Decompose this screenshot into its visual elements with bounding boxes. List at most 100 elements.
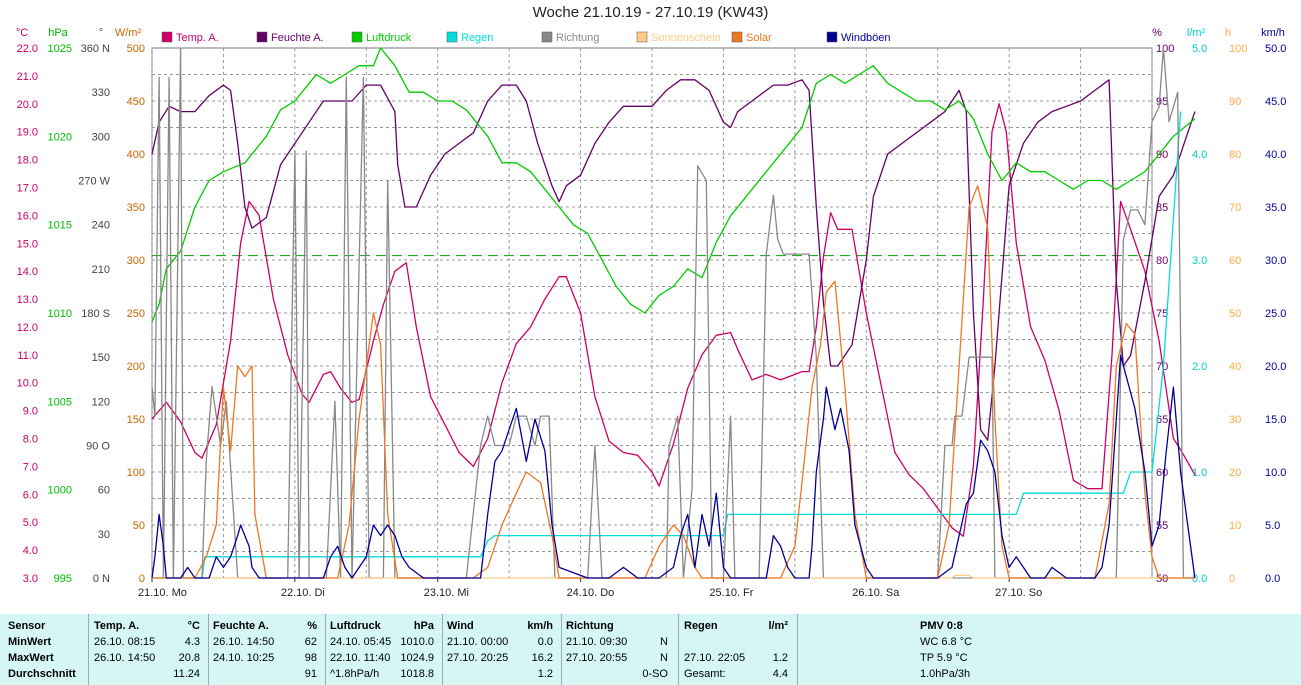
legend-label: Feuchte A.	[271, 32, 324, 44]
solar-tick-label: 50	[133, 520, 145, 532]
solar-tick-label: 100	[127, 467, 145, 479]
stats-min-label: MinWert	[8, 636, 52, 648]
pressure-tick-label: 1010	[48, 308, 72, 320]
temp-tick-label: 21.0	[17, 71, 38, 83]
legend-label: Solar	[746, 32, 772, 44]
solar-tick-label: 350	[127, 202, 145, 214]
rain-tick-label: 4.0	[1192, 149, 1207, 161]
stats-wind-max-time: 20:25	[480, 652, 509, 664]
stats-pressure-change: 1.0hPa/3h	[920, 668, 971, 680]
wind-tick-label: 45.0	[1265, 96, 1286, 108]
wind-tick-label: 10.0	[1265, 467, 1286, 479]
sunshine-tick-label: 100	[1229, 43, 1247, 55]
humidity-tick-label: 100	[1156, 43, 1174, 55]
stats-temp-min-date: 26.10.	[94, 636, 125, 648]
humidity-tick-label: 60	[1156, 467, 1168, 479]
pressure-tick-label: 1015	[48, 220, 72, 232]
sunshine-tick-label: 40	[1229, 361, 1241, 373]
solar-tick-label: 0	[139, 573, 145, 585]
legend-label: Sonnenschein	[651, 32, 721, 44]
stats-wind-max-date: 27.10.	[447, 652, 478, 664]
pressure-axis-unit: hPa	[48, 27, 68, 39]
temp-tick-label: 14.0	[17, 266, 38, 278]
stats-pressure-max-time: 11:40	[363, 652, 391, 664]
stats-wind-max-value: 16.2	[531, 652, 553, 664]
stats-rain-col: Regen l/m² 27.10. 22:05 1.2 Gesamt: 4.4	[684, 618, 792, 682]
legend-swatch	[636, 31, 648, 43]
stats-temp-col: Temp. A. °C 26.10. 08:15 4.3 26.10. 14:50 2…	[94, 618, 204, 682]
temp-tick-label: 22.0	[17, 43, 38, 55]
direction-tick-label: 240	[92, 220, 110, 232]
wind-tick-label: 15.0	[1265, 414, 1286, 426]
wind-tick-label: 35.0	[1265, 202, 1286, 214]
pressure-tick-label: 1020	[48, 131, 72, 143]
stats-avg-label: Durchschnitt	[8, 668, 76, 680]
stats-pressure-header: Luftdruck	[330, 620, 381, 632]
temp-axis-unit: °C	[16, 27, 28, 39]
stats-pmv-header: PMV 0:8	[920, 620, 963, 632]
solar-axis-unit: W/m²	[115, 27, 142, 39]
solar-tick-label: 450	[127, 96, 145, 108]
stats-direction-max-value: N	[660, 652, 668, 664]
x-tick-label: 26.10. Sa	[852, 587, 900, 599]
temp-tick-label: 5.0	[23, 517, 38, 529]
stats-rain-max-date: 27.10. 22:05	[684, 652, 746, 664]
x-tick-label: 21.10. Mo	[138, 587, 187, 599]
chart-title: Woche 21.10.19 - 27.10.19 (KW43)	[532, 4, 769, 21]
temp-tick-label: 20.0	[17, 99, 38, 111]
stats-humidity-header: Feuchte A.	[213, 620, 269, 632]
series-line-regen	[152, 111, 1182, 579]
legend-label: Richtung	[556, 32, 599, 44]
stats-pressure-col: Luftdruck hPa 24.10. 05:45 1010.0 22.10. 1…	[330, 618, 438, 682]
stats-wind-min-date: 21.10.	[447, 636, 478, 648]
x-tick-label: 22.10. Di	[281, 587, 325, 599]
stats-pressure-unit: hPa	[413, 620, 434, 632]
temp-tick-label: 10.0	[17, 378, 38, 390]
direction-tick-label: 90 O	[86, 441, 110, 453]
humidity-tick-label: 70	[1156, 361, 1168, 373]
stats-direction-max-date: 27.10.	[566, 652, 597, 664]
stats-temp-max-value: 20.8	[178, 652, 200, 664]
stats-pressure-max-value: 1024.9	[400, 652, 434, 664]
series-line-feuchte-a-	[151, 79, 1196, 441]
stats-temp-header: Temp. A.	[94, 620, 140, 632]
stats-rain-max-value: 1.2	[772, 652, 788, 664]
stats-tp-value: TP 5.9 °C	[920, 652, 968, 664]
temp-tick-label: 19.0	[17, 127, 38, 139]
humidity-tick-label: 80	[1156, 255, 1168, 267]
stats-humidity-avg-value: 91	[304, 668, 317, 680]
direction-tick-label: 120	[92, 396, 110, 408]
stats-humidity-max-time: 10:25	[246, 652, 275, 664]
stats-wind-unit: km/h	[527, 620, 553, 632]
humidity-tick-label: 75	[1156, 308, 1168, 320]
temp-tick-label: 18.0	[17, 155, 38, 167]
humidity-tick-label: 85	[1156, 202, 1168, 214]
stats-pressure-min-time: 05:45	[363, 636, 392, 648]
stats-direction-avg-value: 0-SO	[642, 668, 668, 680]
sunshine-tick-label: 50	[1229, 308, 1241, 320]
temp-tick-label: 15.0	[17, 238, 38, 250]
legend-swatch	[826, 31, 838, 43]
sunshine-tick-label: 60	[1229, 255, 1241, 267]
legend-swatch	[351, 31, 363, 43]
temp-tick-label: 12.0	[17, 322, 38, 334]
stats-panel: Sensor MinWert MaxWert Durchschnitt Temp…	[0, 614, 1301, 685]
direction-tick-label: 210	[92, 264, 110, 276]
legend-swatch	[256, 31, 268, 43]
solar-tick-label: 500	[127, 43, 145, 55]
direction-axis-unit: °	[99, 27, 103, 39]
stats-direction-min-value: N	[660, 636, 668, 648]
stats-rain-total-value: 4.4	[772, 668, 788, 680]
direction-tick-label: 270 W	[78, 176, 110, 188]
rain-tick-label: 0.0	[1192, 573, 1207, 585]
series-line-luftdruck	[151, 47, 1196, 323]
humidity-tick-label: 90	[1156, 149, 1168, 161]
x-tick-label: 24.10. Do	[567, 587, 615, 599]
rain-tick-label: 2.0	[1192, 361, 1207, 373]
direction-tick-label: 0 N	[93, 573, 110, 585]
legend-swatch	[541, 31, 553, 43]
stats-sensor-header: Sensor	[8, 620, 46, 632]
stats-wind-avg-value: 1.2	[537, 668, 553, 680]
stats-direction-min-date: 21.10.	[566, 636, 597, 648]
pressure-tick-label: 1000	[48, 485, 72, 497]
